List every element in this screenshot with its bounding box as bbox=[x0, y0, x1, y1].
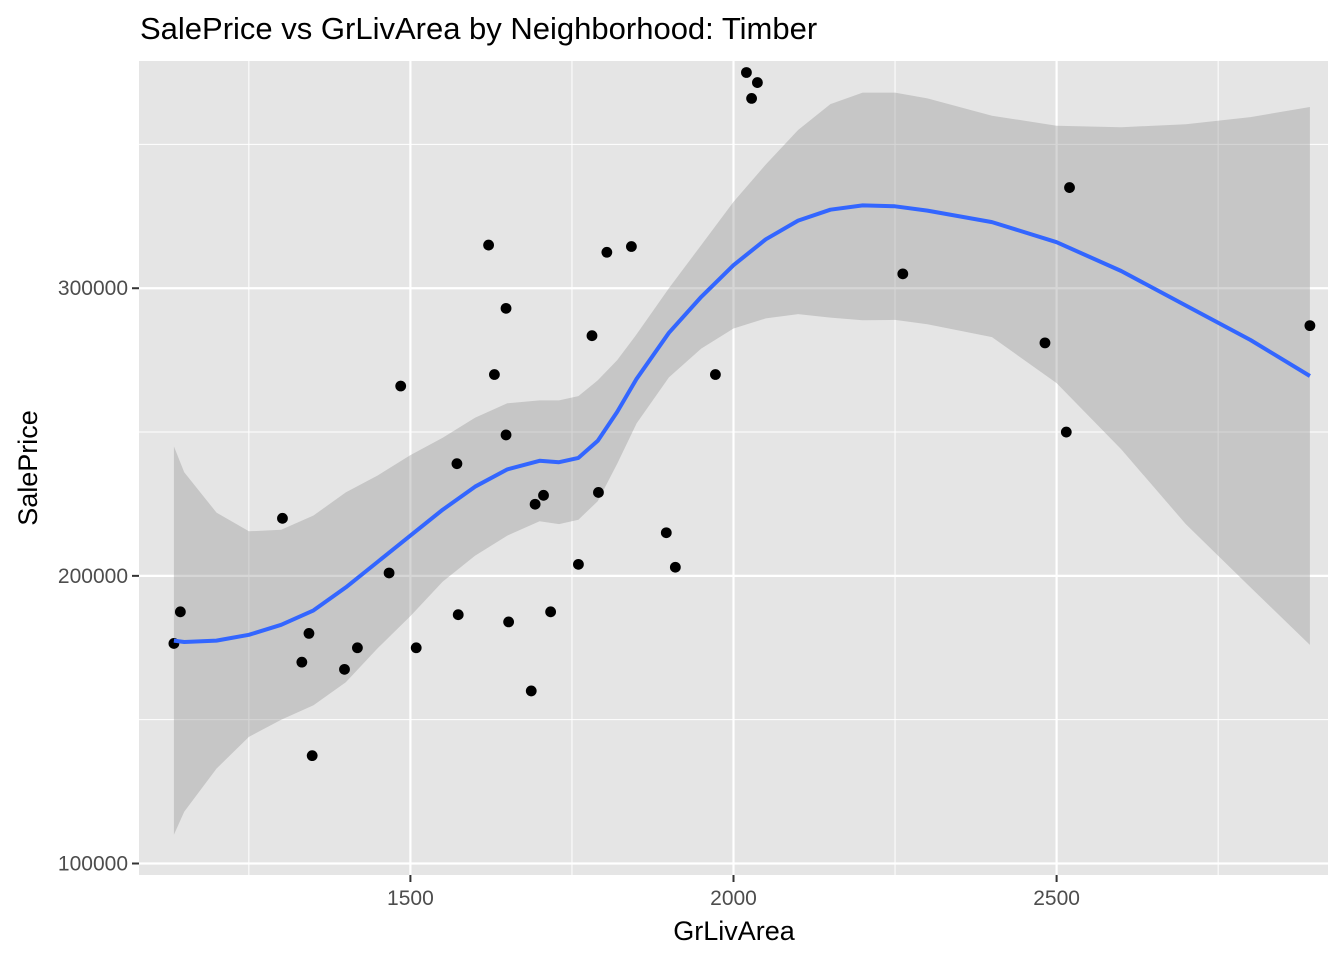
data-point bbox=[741, 67, 752, 78]
data-point bbox=[529, 498, 541, 510]
data-point bbox=[752, 77, 763, 88]
data-point bbox=[660, 527, 672, 539]
data-point bbox=[452, 609, 464, 621]
data-point bbox=[601, 246, 613, 258]
data-point bbox=[593, 487, 604, 498]
data-points bbox=[168, 67, 1316, 762]
data-point bbox=[483, 239, 494, 251]
x-tick-label: 2000 bbox=[710, 887, 757, 910]
x-axis-title: GrLivArea bbox=[673, 916, 796, 946]
data-point bbox=[573, 558, 584, 570]
data-point bbox=[306, 750, 318, 762]
data-point bbox=[303, 627, 315, 639]
data-point bbox=[1039, 337, 1051, 349]
y-tick-label: 200000 bbox=[58, 565, 128, 588]
data-point bbox=[586, 330, 598, 342]
data-point bbox=[1304, 320, 1316, 332]
data-point bbox=[500, 302, 512, 314]
y-axis-title: SalePrice bbox=[13, 410, 43, 526]
data-point bbox=[503, 616, 515, 628]
x-tick-label: 2500 bbox=[1033, 887, 1080, 910]
y-tick-label: 100000 bbox=[58, 852, 128, 875]
y-tick-label: 300000 bbox=[58, 277, 128, 300]
data-point bbox=[339, 663, 350, 675]
data-point bbox=[383, 567, 395, 579]
data-point bbox=[897, 268, 909, 280]
major-gridlines bbox=[139, 61, 1328, 875]
data-point bbox=[1060, 426, 1072, 438]
data-point bbox=[277, 512, 288, 524]
data-point bbox=[626, 241, 637, 252]
data-point bbox=[538, 489, 549, 501]
x-axis: 1500 2000 2500 bbox=[387, 875, 1080, 910]
smooth-trend-line bbox=[173, 203, 1311, 644]
data-point bbox=[710, 369, 721, 380]
smooth-line-layer bbox=[173, 203, 1311, 644]
data-point bbox=[500, 429, 512, 441]
data-point bbox=[174, 606, 186, 618]
x-tick-label: 1500 bbox=[387, 887, 434, 910]
data-point bbox=[296, 656, 308, 668]
confidence-band bbox=[173, 92, 1310, 835]
data-point bbox=[746, 92, 757, 104]
data-point bbox=[489, 369, 500, 380]
y-axis: 100000 200000 300000 bbox=[58, 277, 139, 875]
data-point bbox=[545, 606, 557, 618]
data-point bbox=[1064, 182, 1075, 193]
chart-title: SalePrice vs GrLivArea by Neighborhood: … bbox=[140, 11, 817, 46]
data-point bbox=[410, 642, 422, 654]
data-point bbox=[525, 685, 537, 697]
data-point bbox=[451, 458, 463, 470]
confidence-band-layer bbox=[173, 92, 1310, 835]
data-point bbox=[669, 561, 681, 573]
data-point bbox=[352, 642, 363, 654]
data-point bbox=[395, 380, 407, 392]
